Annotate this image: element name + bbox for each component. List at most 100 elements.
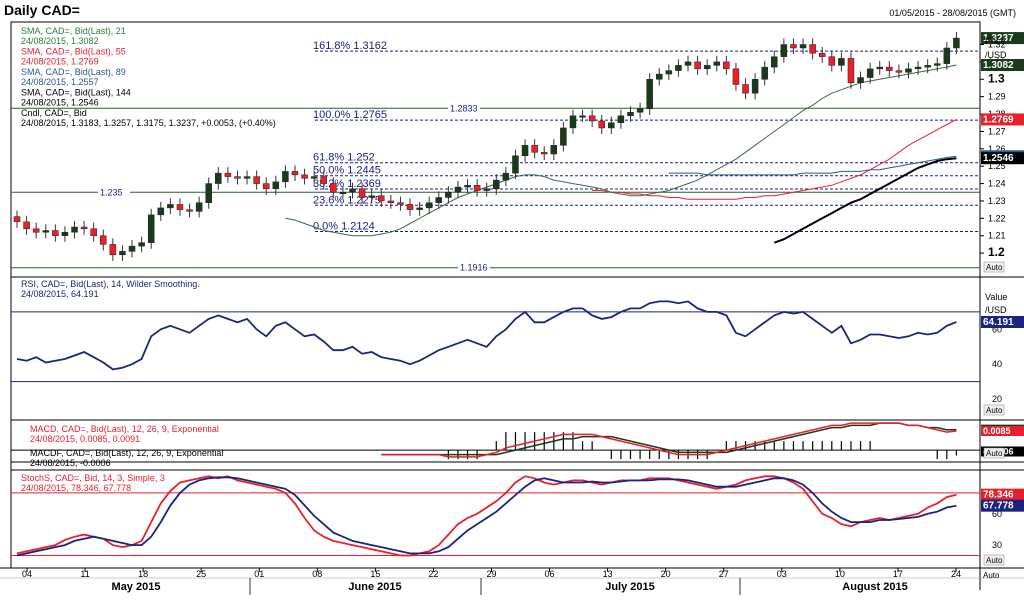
auto-scale-button[interactable]: Auto: [983, 261, 1005, 273]
candle-body: [234, 176, 241, 179]
candle-body: [90, 228, 97, 236]
candle-body: [694, 61, 701, 70]
auto-scale-button[interactable]: Auto: [983, 554, 1005, 566]
x-tick-label: 03: [777, 569, 787, 579]
month-label: July 2015: [605, 581, 655, 593]
candle-body: [406, 204, 414, 210]
candle-body: [80, 226, 88, 230]
auto-button-bg: [983, 261, 1005, 273]
x-tick-label: 10: [835, 569, 845, 579]
rsi-tick-label: 40: [992, 359, 1002, 369]
stoch-d-line: [16, 476, 957, 557]
auto-button-bg: [983, 554, 1005, 566]
fib-level-label: 50.0% 1.2445: [313, 165, 381, 177]
candle-body: [387, 200, 395, 203]
candle-body: [569, 115, 577, 129]
support-level-label: 1.1916: [460, 263, 488, 273]
price-tick-label: 1.32: [988, 40, 1006, 50]
macdf-legend-value: 24/08/2015, -0.0006: [30, 458, 111, 468]
stoch-k-badge-label: 78.346: [983, 490, 1014, 501]
month-label: August 2015: [842, 581, 907, 593]
candle-body: [215, 172, 222, 184]
price-badge-label: 1.3237: [983, 33, 1014, 44]
candle-body: [713, 61, 721, 66]
candle-body: [445, 192, 452, 198]
macd-legend-value: 24/08/2015, 0.0085, 0.0091: [30, 434, 140, 444]
x-tick-label: 22: [428, 569, 438, 579]
stoch-k-line: [16, 475, 957, 557]
sma-legend-name: SMA, CAD=, Bid(Last), 144: [21, 88, 131, 98]
fib-level-label: 100.0% 1.2765: [313, 109, 387, 121]
candle-body: [416, 207, 423, 210]
x-tick-label: 04: [22, 569, 32, 579]
auto-scale-button[interactable]: Auto: [983, 404, 1005, 416]
candle-body: [857, 77, 864, 84]
sma-legend-name: Cndl, CAD=, Bid: [21, 108, 87, 118]
auto-button-label: Auto: [986, 406, 1003, 415]
candle-body: [330, 183, 337, 193]
candle-body: [866, 68, 874, 78]
candle-body: [157, 207, 165, 216]
candle-body: [809, 44, 816, 54]
price-badge: [981, 59, 1024, 72]
auto-scale-button[interactable]: Auto: [983, 447, 1005, 459]
sma55-line: [592, 118, 957, 200]
candle-body: [943, 47, 951, 64]
candle-body: [876, 66, 883, 70]
auto-time-label: Auto: [983, 571, 1000, 580]
candle-body: [886, 66, 893, 71]
candle-body: [502, 172, 510, 181]
candle-body: [42, 230, 50, 233]
x-tick-label: 24: [951, 569, 961, 579]
x-tick-label: 20: [661, 569, 671, 579]
support-level-label: 1.235: [100, 187, 123, 197]
price-tick-label: 1.24: [988, 179, 1006, 189]
stoch-legend-name: StochS, CAD=, Bid, 14, 3, Simple, 3: [21, 473, 165, 483]
candle-body: [627, 112, 634, 117]
candle-body: [291, 171, 299, 176]
macd-line: [381, 422, 957, 458]
candle-body: [550, 145, 558, 155]
candle-body: [320, 176, 327, 184]
candle-body: [540, 152, 548, 155]
rsi-legend-name: RSI, CAD=, Bid(Last), 14, Wilder Smoothi…: [21, 279, 200, 289]
candle-body: [579, 115, 586, 118]
rsi-tick-label: 20: [992, 394, 1002, 404]
auto-button-bg: [983, 447, 1005, 459]
macd-badge-label: 0.0085: [983, 426, 1011, 436]
x-tick-label: 13: [603, 569, 613, 579]
candle-body: [665, 70, 673, 75]
support-level-label: 1.2833: [450, 103, 478, 113]
candle-body: [838, 58, 845, 66]
stoch-legend-value: 24/08/2015, 78.346, 67.778: [21, 483, 131, 493]
chart-title: Daily CAD=: [4, 2, 80, 18]
sma-legend-name: SMA, CAD=, Bid(Last), 55: [21, 47, 126, 57]
candle-body: [358, 188, 366, 198]
candle-body: [588, 115, 596, 122]
price-axis-unit: /USD: [985, 50, 1007, 60]
candle-body: [425, 202, 433, 209]
price-tick-label: 1.22: [988, 213, 1006, 223]
candle-body: [703, 65, 711, 70]
candle-body: [349, 188, 356, 193]
candle-body: [771, 56, 778, 68]
candle-body: [310, 176, 318, 179]
sma-legend-name: SMA, CAD=, Bid(Last), 89: [21, 67, 126, 77]
level-label-bg: [98, 187, 130, 198]
candle-body: [253, 176, 260, 184]
fib-level-label: 38.2% 1.2369: [313, 178, 381, 190]
candle-body: [176, 204, 184, 210]
price-tick-label: 1.23: [988, 196, 1006, 206]
candle-body: [23, 221, 30, 230]
price-tick-label: 1.25: [988, 161, 1006, 171]
rsi-axis-label: Value: [985, 292, 1007, 302]
candle-body: [684, 61, 692, 66]
candle-body: [560, 127, 567, 146]
candle-body: [109, 244, 117, 256]
stoch-tick-label: 30: [992, 540, 1002, 550]
candle-body: [656, 73, 663, 80]
rsi-badge: [981, 316, 1024, 329]
x-tick-label: 06: [545, 569, 555, 579]
candle-body: [243, 176, 251, 179]
